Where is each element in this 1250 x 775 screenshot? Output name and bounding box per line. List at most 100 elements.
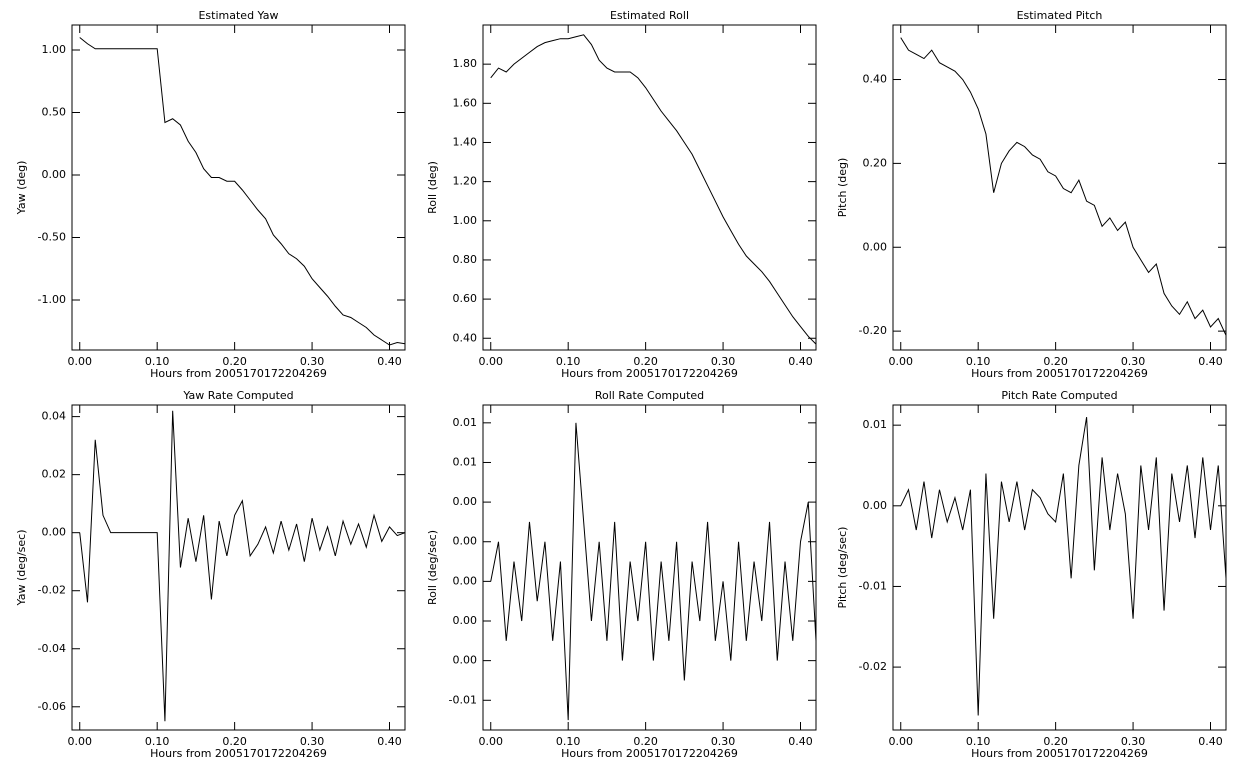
y-tick-label: 0.00	[453, 614, 478, 627]
y-tick-label: 0.00	[42, 168, 67, 181]
y-tick-label: 0.04	[42, 410, 67, 423]
panel: Estimated Yaw Hours from 2005170172204269…	[15, 9, 406, 380]
chart-title: Roll Rate Computed	[595, 389, 704, 402]
x-tick-label: 0.20	[633, 735, 658, 748]
y-tick-label: 0.01	[863, 418, 888, 431]
y-axis-label: Yaw (deg/sec)	[15, 529, 28, 606]
data-line	[79, 37, 406, 346]
y-tick-label: 0.60	[453, 292, 478, 305]
x-tick-label: 0.10	[556, 735, 581, 748]
x-tick-label: 0.10	[556, 355, 581, 368]
panel: Roll Rate Computed Hours from 20051701722…	[426, 389, 817, 760]
x-tick-label: 0.40	[788, 735, 813, 748]
y-tick-label: 0.00	[453, 495, 478, 508]
x-axis-label: Hours from 2005170172204269	[561, 367, 738, 380]
x-tick-label: 0.40	[377, 355, 402, 368]
data-line	[490, 34, 817, 345]
x-tick-label: 0.10	[966, 355, 991, 368]
x-tick-label: 0.30	[711, 355, 736, 368]
data-line	[490, 422, 817, 721]
chart-title: Estimated Roll	[610, 9, 689, 22]
x-tick-label: 0.00	[67, 735, 92, 748]
x-tick-label: 0.30	[300, 355, 325, 368]
x-axis-label: Hours from 2005170172204269	[150, 367, 327, 380]
y-axis-label: Pitch (deg)	[836, 158, 849, 218]
x-tick-label: 0.20	[1043, 735, 1068, 748]
y-tick-label: -0.02	[859, 660, 887, 673]
y-axis-label: Roll (deg/sec)	[426, 530, 439, 605]
plot-frame	[892, 404, 1227, 731]
x-tick-label: 0.20	[222, 735, 247, 748]
x-tick-label: 0.40	[1198, 355, 1223, 368]
data-line	[900, 37, 1227, 336]
y-tick-label: 1.80	[453, 57, 478, 70]
y-tick-label: -0.02	[38, 584, 66, 597]
y-tick-label: 0.50	[42, 106, 67, 119]
x-tick-label: 0.00	[478, 735, 503, 748]
chart-title: Pitch Rate Computed	[1001, 389, 1117, 402]
panel: Estimated Roll Hours from 200517017220426…	[426, 9, 817, 380]
x-tick-label: 0.10	[966, 735, 991, 748]
y-tick-label: -0.06	[38, 700, 66, 713]
plot-frame	[892, 24, 1227, 351]
y-tick-label: -0.01	[859, 579, 887, 592]
x-tick-label: 0.40	[1198, 735, 1223, 748]
chart-title: Yaw Rate Computed	[182, 389, 293, 402]
x-tick-label: 0.00	[888, 735, 913, 748]
y-tick-label: 0.01	[453, 455, 478, 468]
plot-frame	[482, 24, 817, 351]
x-axis-label: Hours from 2005170172204269	[561, 747, 738, 760]
x-tick-label: 0.30	[1121, 355, 1146, 368]
x-tick-label: 0.00	[888, 355, 913, 368]
y-tick-label: 0.00	[42, 526, 67, 539]
y-tick-label: 0.01	[453, 416, 478, 429]
data-line	[79, 410, 406, 722]
y-tick-label: 0.02	[42, 468, 67, 481]
y-tick-label: 1.00	[453, 214, 478, 227]
x-tick-label: 0.30	[300, 735, 325, 748]
y-tick-label: 0.40	[453, 331, 478, 344]
x-tick-label: 0.30	[711, 735, 736, 748]
y-axis-label: Yaw (deg)	[15, 161, 28, 216]
y-tick-label: -1.00	[38, 293, 66, 306]
x-tick-label: 0.20	[1043, 355, 1068, 368]
x-axis-label: Hours from 2005170172204269	[971, 367, 1148, 380]
y-tick-label: 0.00	[863, 499, 888, 512]
y-tick-label: -0.01	[449, 693, 477, 706]
y-tick-label: 0.00	[863, 240, 888, 253]
y-tick-label: -0.20	[859, 324, 887, 337]
x-tick-label: 0.20	[633, 355, 658, 368]
x-tick-label: 0.00	[67, 355, 92, 368]
x-tick-label: 0.20	[222, 355, 247, 368]
panel: Yaw Rate Computed Hours from 200517017220…	[15, 389, 406, 760]
y-tick-label: 1.60	[453, 96, 478, 109]
y-tick-label: 1.20	[453, 175, 478, 188]
y-tick-label: 1.00	[42, 43, 67, 56]
x-tick-label: 0.10	[145, 355, 170, 368]
y-tick-label: 0.40	[863, 73, 888, 86]
y-tick-label: 1.40	[453, 135, 478, 148]
chart-title: Estimated Pitch	[1017, 9, 1103, 22]
y-tick-label: -0.04	[38, 642, 66, 655]
x-axis-label: Hours from 2005170172204269	[971, 747, 1148, 760]
plot-frame	[482, 404, 817, 731]
y-tick-label: 0.20	[863, 156, 888, 169]
x-tick-label: 0.00	[478, 355, 503, 368]
y-tick-label: 0.00	[453, 574, 478, 587]
plot-frame	[71, 404, 406, 731]
plot-frame	[71, 24, 406, 351]
y-axis-label: Roll (deg)	[426, 161, 439, 214]
x-tick-label: 0.40	[377, 735, 402, 748]
panel: Pitch Rate Computed Hours from 2005170172…	[836, 389, 1227, 760]
x-tick-label: 0.40	[788, 355, 813, 368]
x-tick-label: 0.30	[1121, 735, 1146, 748]
y-axis-label: Pitch (deg/sec)	[836, 527, 849, 609]
data-line	[900, 417, 1227, 716]
y-tick-label: 0.00	[453, 535, 478, 548]
y-tick-label: -0.50	[38, 231, 66, 244]
chart-title: Estimated Yaw	[198, 9, 278, 22]
y-tick-label: 0.00	[453, 654, 478, 667]
y-tick-label: 0.80	[453, 253, 478, 266]
